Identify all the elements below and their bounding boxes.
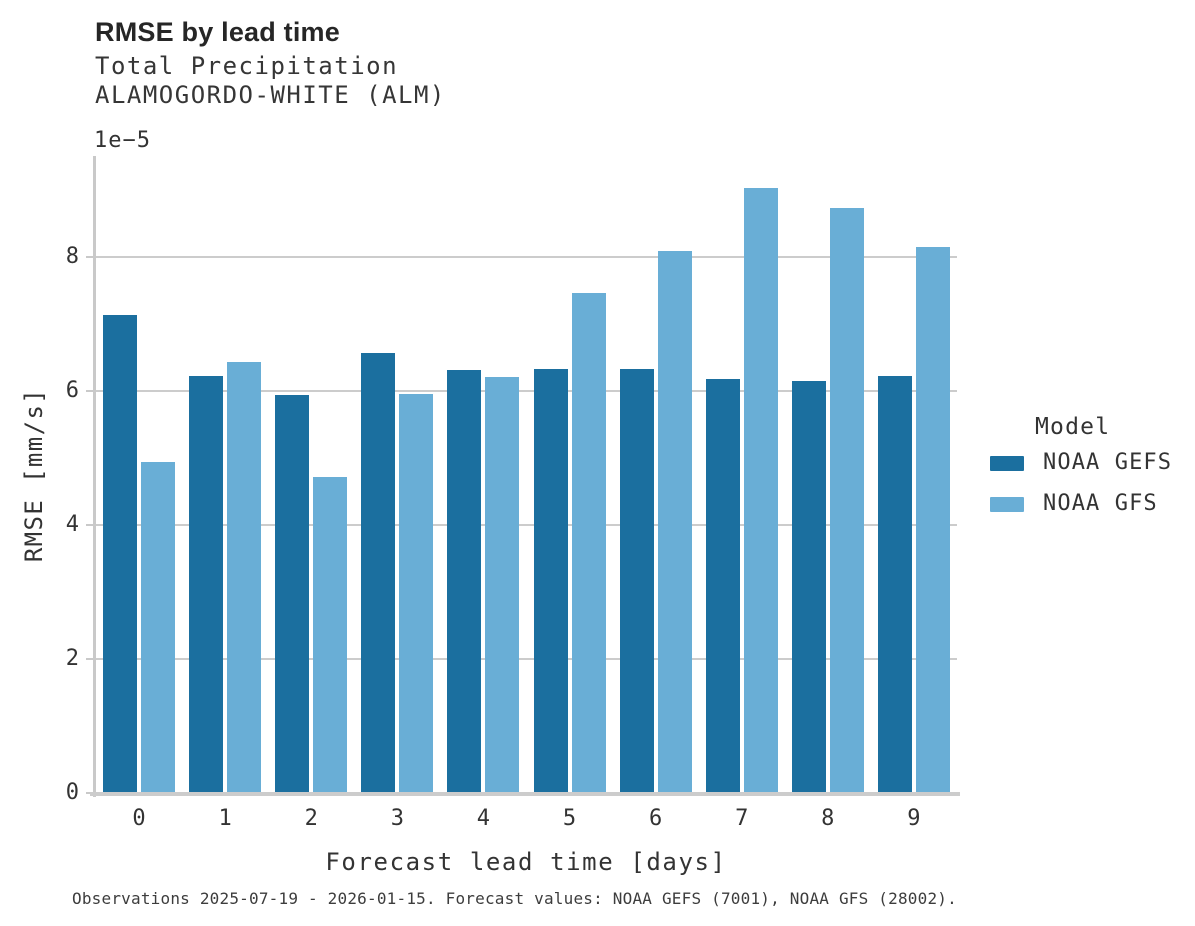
y-tick-mark-4 <box>86 523 93 526</box>
legend-item-noaa-gefs: NOAA GEFS <box>990 452 1172 474</box>
bar-noaa-gefs-day-6 <box>619 368 654 793</box>
bar-noaa-gefs-day-3 <box>361 353 396 793</box>
y-tick-mark-0 <box>86 792 93 794</box>
legend-swatch-noaa-gefs <box>990 455 1024 471</box>
footer-caption: Observations 2025-07-19 - 2026-01-15. Fo… <box>72 889 957 908</box>
y-tick-label-2: 2 <box>65 645 79 671</box>
x-tick-label-7: 7 <box>735 806 749 831</box>
x-tick-label-9: 9 <box>907 806 921 831</box>
legend-swatch-noaa-gfs <box>990 496 1024 512</box>
bar-noaa-gefs-day-2 <box>275 394 310 793</box>
bar-noaa-gfs-day-3 <box>399 394 434 793</box>
bar-noaa-gefs-day-9 <box>877 375 912 793</box>
gridline-y-8 <box>96 255 957 258</box>
y-axis-spine <box>93 156 96 797</box>
y-tick-label-6: 6 <box>65 377 79 403</box>
bar-group-day-4: 4 <box>440 156 526 830</box>
x-tick-label-2: 2 <box>304 806 318 831</box>
y-tick-label-8: 8 <box>65 243 79 269</box>
legend: Model NOAA GEFS NOAA GFS <box>990 414 1172 534</box>
x-tick-label-0: 0 <box>132 806 146 831</box>
legend-title: Model <box>1035 414 1111 440</box>
bar-group-day-2: 2 <box>268 156 354 830</box>
bar-group-day-5: 5 <box>526 156 612 830</box>
bar-group-day-0: 0 <box>96 156 182 830</box>
bar-group-day-6: 6 <box>613 156 699 830</box>
bar-noaa-gfs-day-1 <box>227 361 262 793</box>
plot-area: RMSE [mm/s] 0 1 2 3 4 5 6 7 8 9 0 2 4 6 8 <box>20 156 960 830</box>
y-tick-mark-2 <box>86 657 93 660</box>
y-tick-label-4: 4 <box>65 511 79 537</box>
bar-noaa-gfs-day-9 <box>915 246 950 793</box>
bar-group-day-9: 9 <box>871 156 957 830</box>
x-tick-label-3: 3 <box>390 806 404 831</box>
legend-label-noaa-gfs: NOAA GFS <box>1043 491 1158 516</box>
bar-group-day-3: 3 <box>354 156 440 830</box>
x-tick-label-5: 5 <box>562 806 577 831</box>
bar-noaa-gfs-day-0 <box>141 462 176 793</box>
chart-subtitle-variable: Total Precipitation <box>95 52 399 80</box>
bar-noaa-gefs-day-1 <box>189 375 224 793</box>
bar-group-day-8: 8 <box>785 156 871 830</box>
x-tick-label-8: 8 <box>821 806 835 831</box>
x-tick-label-1: 1 <box>218 806 232 831</box>
gridline-y-2 <box>96 657 957 660</box>
x-axis-title: Forecast lead time [days] <box>325 848 727 876</box>
y-tick-label-0: 0 <box>65 780 79 805</box>
bar-noaa-gfs-day-8 <box>829 207 864 793</box>
bar-noaa-gfs-day-2 <box>313 477 348 793</box>
gridline-y-6 <box>96 389 957 392</box>
gridline-y-4 <box>96 523 957 526</box>
legend-label-noaa-gefs: NOAA GEFS <box>1043 450 1173 475</box>
bar-noaa-gefs-day-8 <box>791 381 826 793</box>
chart-title: RMSE by lead time <box>95 17 340 47</box>
x-tick-label-6: 6 <box>648 806 663 831</box>
bar-group-day-7: 7 <box>699 156 785 830</box>
x-axis-spine <box>90 792 960 796</box>
x-tick-label-4: 4 <box>476 806 491 831</box>
bar-groups: 0 1 2 3 4 5 6 7 8 9 <box>96 156 957 830</box>
bar-noaa-gfs-day-5 <box>571 292 606 793</box>
y-tick-mark-6 <box>86 389 93 392</box>
y-axis-title: RMSE [mm/s] <box>20 387 48 562</box>
bar-noaa-gefs-day-5 <box>533 368 568 793</box>
bar-noaa-gfs-day-7 <box>743 188 778 793</box>
chart-subtitle-station: ALAMOGORDO-WHITE (ALM) <box>95 81 446 109</box>
bar-noaa-gefs-day-7 <box>705 379 740 793</box>
bar-noaa-gefs-day-4 <box>447 369 482 793</box>
legend-item-noaa-gfs: NOAA GFS <box>990 493 1172 515</box>
bar-noaa-gfs-day-4 <box>485 376 520 793</box>
y-tick-mark-8 <box>86 255 93 258</box>
bar-group-day-1: 1 <box>182 156 268 830</box>
bar-noaa-gefs-day-0 <box>103 314 138 793</box>
bar-noaa-gfs-day-6 <box>657 250 692 793</box>
y-axis-offset-label: 1e−5 <box>94 128 151 153</box>
